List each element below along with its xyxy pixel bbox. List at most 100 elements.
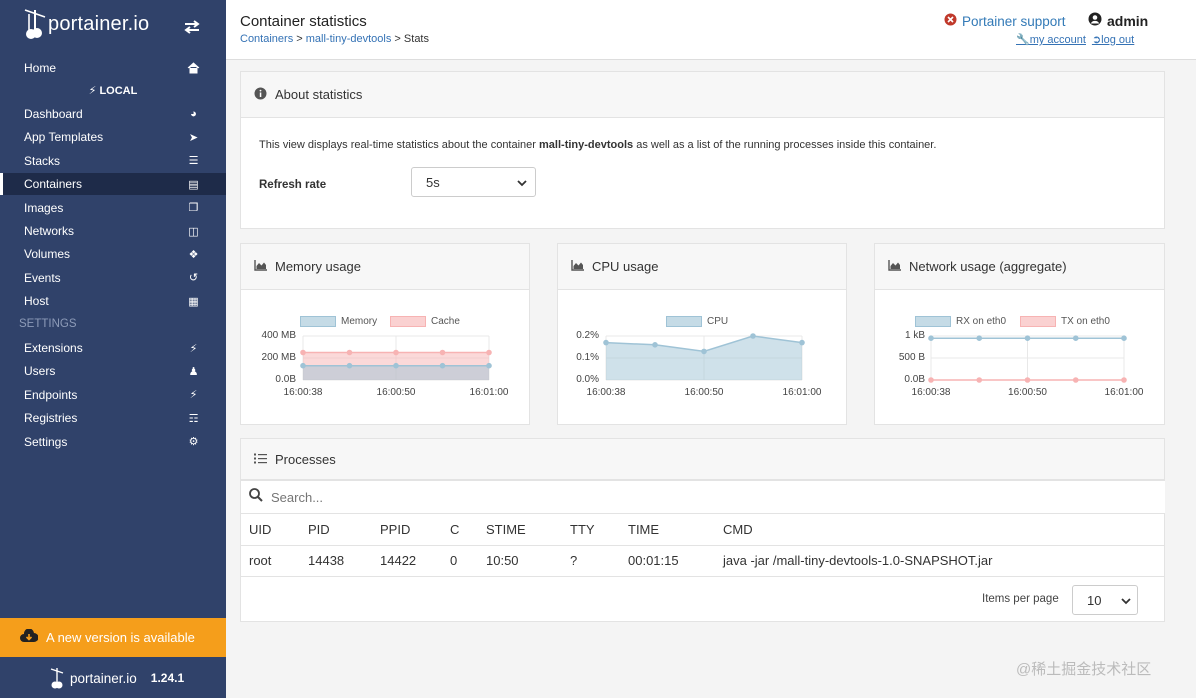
sidebar-item-stacks[interactable]: Stacks ☰	[0, 150, 226, 172]
processes-header: Processes	[241, 439, 1164, 480]
column-header-ppid[interactable]: PPID	[380, 522, 411, 537]
username: admin	[1107, 12, 1149, 29]
tachometer-icon: ◕	[190, 108, 197, 120]
column-header-stime[interactable]: STIME	[486, 522, 526, 537]
logo-text: portainer.io	[48, 12, 150, 35]
column-header-uid[interactable]: UID	[249, 522, 272, 537]
portainer-logo[interactable]: portainer.io	[22, 8, 149, 40]
support-link[interactable]: Portainer support	[944, 13, 1066, 29]
legend-item[interactable]: CPU	[666, 316, 728, 327]
sidebar-item-volumes[interactable]: Volumes ❖	[0, 243, 226, 265]
data-point[interactable]	[1024, 335, 1031, 342]
cpu-usage-chart: CPU 0.0% 0.1% 0.2% 16:00:38 16:00:50 16:01:00	[558, 291, 846, 425]
data-point[interactable]	[701, 348, 707, 355]
legend-item[interactable]: TX on eth0	[1020, 316, 1110, 327]
crane-logo-small-icon	[50, 668, 64, 689]
network-usage-panel: Network usage (aggregate) RX on eth0 TX o…	[874, 243, 1165, 425]
area-chart-icon	[254, 259, 267, 274]
table-cell-pid: 14438	[308, 553, 345, 568]
data-point[interactable]	[928, 377, 934, 383]
table-divider	[241, 545, 1165, 546]
legend-item[interactable]: Memory	[300, 316, 377, 327]
data-point[interactable]	[1072, 377, 1079, 383]
data-point[interactable]	[928, 335, 934, 342]
refresh-rate-select[interactable]: 5s	[411, 167, 536, 197]
data-point[interactable]	[1024, 377, 1031, 383]
data-point[interactable]	[393, 362, 399, 369]
sidebar-item-label: Users	[24, 364, 56, 379]
x-tick-label: 16:00:50	[376, 387, 416, 398]
data-point[interactable]	[300, 349, 306, 356]
swap-endpoint-icon[interactable]	[183, 20, 201, 39]
sidebar-item-home[interactable]: Home	[0, 57, 226, 79]
endpoint-name: ⚡ LOCAL	[88, 85, 138, 97]
sidebar-item-registries[interactable]: Registries ☶	[0, 407, 226, 429]
data-point[interactable]	[799, 339, 805, 346]
legend-item[interactable]: Cache	[390, 316, 460, 327]
legend-item[interactable]: RX on eth0	[915, 316, 1006, 327]
sidebar-item-app-templates[interactable]: App Templates ➤	[0, 126, 226, 148]
data-point[interactable]	[1121, 377, 1127, 383]
update-banner[interactable]: A new version is available	[0, 618, 226, 657]
sidebar-item-endpoints[interactable]: Endpoints ⚡	[0, 384, 226, 406]
history-icon: ↺	[188, 272, 199, 285]
cogs-icon: ⚙	[188, 436, 199, 449]
data-point[interactable]	[1121, 335, 1127, 342]
data-point[interactable]	[486, 362, 492, 369]
sidebar-item-containers[interactable]: Containers ▤	[0, 173, 226, 196]
log-out-link[interactable]: ➲log out	[1091, 34, 1135, 46]
database-icon: ☶	[188, 412, 199, 425]
my-account-link[interactable]: 🔧my account	[1016, 34, 1086, 46]
sidebar-item-label: Extensions	[24, 341, 83, 355]
data-point[interactable]	[439, 362, 446, 369]
data-point[interactable]	[346, 362, 353, 369]
data-point[interactable]	[439, 349, 446, 356]
sidebar-item-images[interactable]: Images ❐	[0, 197, 226, 219]
data-point[interactable]	[603, 339, 609, 346]
items-per-page-select[interactable]: 10	[1072, 585, 1138, 615]
table-divider	[241, 576, 1165, 577]
breadcrumb-containers-link[interactable]: Containers	[240, 33, 294, 45]
network-usage-header: Network usage (aggregate)	[875, 244, 1164, 290]
data-point[interactable]	[976, 377, 983, 383]
footer-logo-text: portainer.io	[70, 670, 137, 686]
data-point[interactable]	[486, 349, 492, 356]
sidebar-item-dashboard[interactable]: Dashboard ◕	[0, 103, 226, 125]
sidebar-item-events[interactable]: Events ↺	[0, 267, 226, 289]
sidebar-item-networks[interactable]: Networks ◫	[0, 220, 226, 242]
area-chart-icon	[888, 259, 901, 274]
data-point[interactable]	[393, 349, 399, 356]
data-point[interactable]	[346, 349, 353, 356]
sitemap-icon: ◫	[188, 225, 199, 238]
breadcrumb-container-link[interactable]: mall-tiny-devtools	[305, 33, 392, 45]
column-header-tty[interactable]: TTY	[570, 522, 595, 537]
info-circle-icon	[254, 87, 267, 103]
y-tick-label: 0.0B	[275, 374, 296, 385]
data-point[interactable]	[1072, 335, 1079, 342]
data-point[interactable]	[750, 333, 756, 339]
process-search-input[interactable]	[271, 489, 1071, 505]
sidebar-item-label: Stacks	[24, 153, 61, 168]
x-tick-label: 16:01:00	[782, 387, 822, 398]
sidebar-item-host[interactable]: Host ▦	[0, 290, 226, 312]
about-statistics-panel: About statistics This view displays real…	[240, 71, 1165, 229]
cloud-download-icon	[20, 628, 39, 646]
network-usage-title: Network usage (aggregate)	[909, 259, 1067, 274]
sign-out-icon: ➲	[1091, 34, 1102, 46]
sidebar-footer: portainer.io 1.24.1	[50, 667, 184, 689]
process-search-bar	[241, 480, 1165, 514]
sidebar-item-users[interactable]: Users ♟	[0, 360, 226, 382]
sidebar-item-label: Endpoints	[24, 387, 78, 402]
plug-icon: ⚡	[88, 85, 97, 97]
data-point[interactable]	[652, 342, 658, 348]
column-header-pid[interactable]: PID	[308, 522, 330, 537]
container-name: mall-tiny-devtools	[539, 139, 634, 151]
data-point[interactable]	[300, 362, 306, 369]
column-header-cmd[interactable]: CMD	[723, 522, 753, 537]
sidebar-item-settings[interactable]: Settings ⚙	[0, 431, 226, 453]
data-point[interactable]	[976, 335, 983, 342]
page-title: Container statistics	[240, 13, 367, 30]
sidebar-item-extensions[interactable]: Extensions ⚡	[0, 337, 226, 359]
column-header-time[interactable]: TIME	[628, 522, 660, 537]
column-header-c[interactable]: C	[450, 522, 460, 537]
